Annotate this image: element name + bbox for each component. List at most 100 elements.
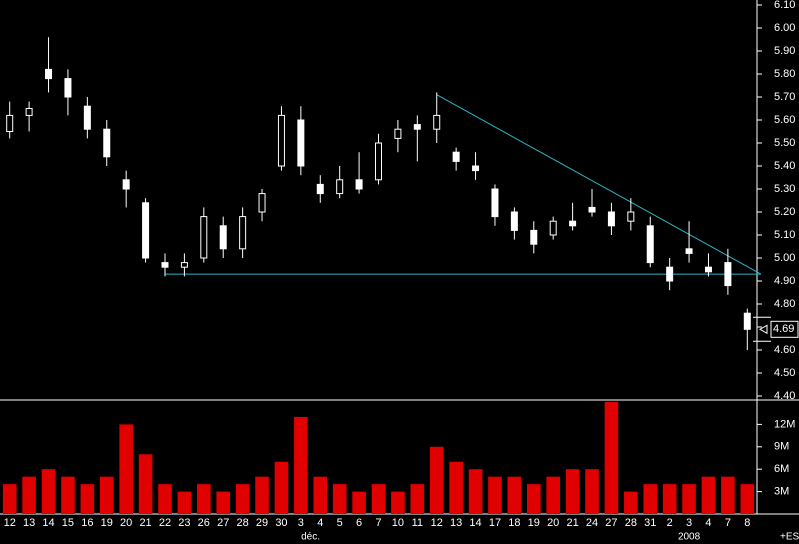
x-tick-label: 3 — [686, 517, 692, 529]
volume-bar — [255, 476, 269, 514]
candle-body — [45, 68, 53, 80]
candle-body — [180, 262, 188, 268]
volume-bar — [2, 484, 17, 514]
volume-bar — [99, 476, 114, 514]
volume-bar — [643, 484, 658, 514]
y-tick-label: 5.10 — [774, 229, 795, 241]
x-tick-label: 23 — [178, 517, 190, 529]
volume-bar — [61, 476, 75, 514]
x-tick-label: 21 — [566, 517, 578, 529]
axis-annotation: 2008 — [678, 532, 701, 543]
volume-bar — [449, 461, 463, 514]
candle-body — [83, 105, 91, 130]
x-tick-label: 4 — [705, 517, 711, 529]
candle-body — [200, 216, 208, 259]
y-tick-label: 3M — [774, 486, 789, 498]
candle-body — [258, 193, 266, 213]
y-tick-label: 4.60 — [774, 344, 795, 356]
candle-body — [491, 188, 499, 218]
candle-body — [743, 312, 751, 330]
x-tick-label: 14 — [469, 517, 481, 529]
last-price-arrow — [758, 324, 768, 335]
candle-body — [413, 124, 421, 130]
candle-body — [704, 266, 712, 273]
candle-body — [646, 225, 654, 264]
candle-body — [394, 128, 402, 139]
volume-bar — [488, 476, 502, 514]
x-tick-label: 4 — [317, 517, 323, 529]
candle-body — [375, 142, 382, 181]
volume-bar — [624, 491, 638, 514]
candle-body — [530, 229, 538, 245]
footer-label: +ES — [780, 532, 799, 543]
volume-bar — [235, 484, 250, 514]
x-tick-label: 20 — [547, 517, 559, 529]
candle-body — [588, 206, 596, 213]
volume-bar — [138, 454, 153, 514]
y-tick-label: 4.50 — [774, 367, 795, 379]
volume-bar — [216, 491, 231, 514]
axis-annotation: déc. — [301, 532, 320, 543]
candle-body — [452, 151, 460, 162]
candle-body — [569, 220, 577, 227]
x-tick-label: 30 — [275, 517, 287, 529]
volume-bar — [80, 484, 95, 514]
x-tick-label: 10 — [392, 517, 404, 529]
candle-body — [103, 128, 111, 158]
volume-bar — [429, 446, 444, 514]
y-tick-label: 5.80 — [774, 68, 795, 80]
candle-body — [297, 119, 305, 167]
y-tick-label: 5.40 — [774, 160, 795, 172]
y-tick-label: 5.30 — [774, 183, 795, 195]
y-tick-label: 6.00 — [774, 22, 795, 34]
volume-bar — [740, 484, 755, 514]
volume-bar — [507, 476, 522, 514]
candle-body — [64, 78, 72, 98]
volume-bar — [468, 469, 483, 514]
volume-bar — [410, 484, 425, 514]
candle-body — [472, 165, 480, 172]
x-tick-label: 31 — [644, 517, 656, 529]
y-tick-label: 6.10 — [774, 0, 795, 11]
candle-body — [219, 225, 227, 250]
candle-body — [277, 114, 285, 167]
y-tick-label: 5.70 — [774, 91, 795, 103]
x-tick-label: 20 — [120, 517, 132, 529]
volume-bar — [41, 469, 56, 514]
volume-bar — [526, 484, 541, 514]
candle-body — [316, 183, 324, 195]
candle-body — [510, 211, 518, 231]
y-tick-label: 12M — [774, 418, 795, 430]
x-tick-label: 27 — [605, 517, 617, 529]
y-tick-label: 5.60 — [774, 114, 795, 126]
x-tick-label: 24 — [586, 517, 598, 529]
x-tick-label: 2 — [667, 517, 673, 529]
x-tick-label: 19 — [101, 517, 113, 529]
x-tick-label: 13 — [23, 517, 35, 529]
x-tick-label: 11 — [412, 517, 423, 529]
volume-bar — [332, 484, 347, 514]
volume-bar — [197, 484, 211, 514]
y-tick-label: 5.50 — [774, 137, 795, 149]
x-tick-label: 3 — [298, 517, 304, 529]
volume-bar — [313, 476, 328, 514]
candle-body — [433, 114, 441, 130]
x-tick-label: 8 — [744, 517, 750, 529]
y-tick-label: 4.40 — [774, 390, 795, 402]
x-tick-label: 12 — [431, 517, 443, 529]
candle-body — [239, 216, 247, 250]
x-tick-label: 6 — [356, 517, 362, 529]
candle-body — [6, 114, 14, 133]
y-tick-label: 5.00 — [774, 252, 795, 264]
x-tick-label: 29 — [256, 517, 268, 529]
volume-bar — [565, 469, 580, 514]
candle-body — [724, 262, 732, 287]
volume-bar — [682, 484, 696, 514]
volume-bar — [604, 402, 619, 514]
candle-body — [666, 266, 674, 282]
x-tick-label: 13 — [450, 517, 462, 529]
candle-body — [549, 220, 557, 236]
volume-bar — [274, 461, 289, 514]
x-tick-label: 14 — [42, 517, 54, 529]
